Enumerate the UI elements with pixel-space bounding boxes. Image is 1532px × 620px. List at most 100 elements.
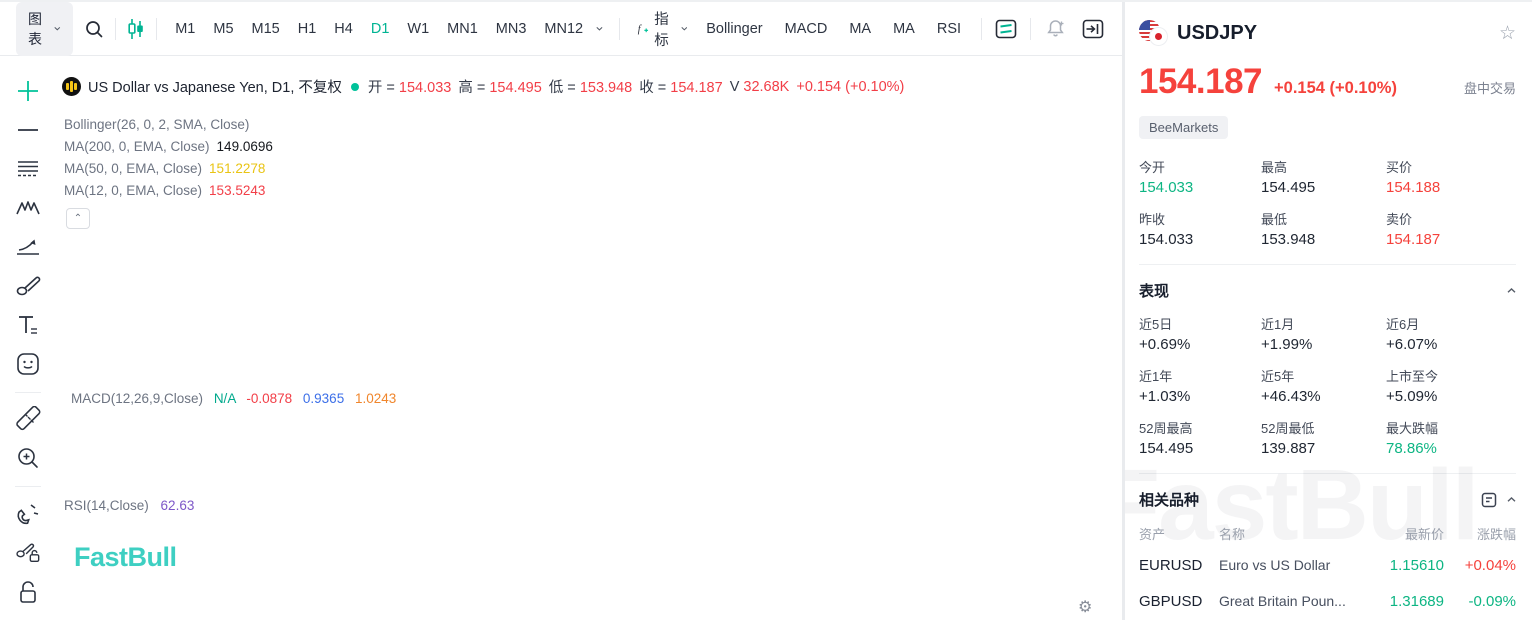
- indicators-menu[interactable]: f 指标: [629, 8, 696, 50]
- perf-inception: 上市至今 +5.09%: [1386, 369, 1439, 405]
- stat-open: 今开 154.033: [1139, 160, 1194, 196]
- tab-timeframe-mn1[interactable]: MN1: [447, 20, 478, 37]
- related-table-header: 资产 名称 最新价 涨跌幅: [1139, 527, 1516, 542]
- stat-prev-close: 昨收 154.033: [1139, 212, 1194, 248]
- fastbull-watermark-logo: FastBull: [74, 542, 177, 572]
- performance-title: 表现: [1139, 283, 1170, 300]
- chart-region: 图表 M1 M5 M15 H1 H4 D1 W1 MN1 MN3 MN12: [0, 1, 1122, 620]
- chart-type-menu[interactable]: 图表: [16, 1, 73, 56]
- axis-settings-gear-icon[interactable]: ⚙: [1078, 599, 1093, 616]
- related-row-eurusd[interactable]: EURUSD Euro vs US Dollar 1.15610 +0.04%: [1139, 556, 1516, 574]
- text-tool-icon[interactable]: [15, 312, 41, 338]
- high-label: 高 =: [458, 80, 486, 96]
- brush-lock-icon[interactable]: [15, 539, 41, 565]
- usdjpy-flag-icon: [1139, 20, 1169, 46]
- legend-macd[interactable]: MACD(12,26,9,Close) N/A -0.0878 0.9365 1…: [71, 391, 397, 406]
- legend-rsi[interactable]: RSI(14,Close) 62.63: [64, 498, 195, 513]
- stat-bid: 买价 154.188: [1386, 160, 1441, 196]
- tab-timeframe-m15[interactable]: M15: [251, 20, 280, 37]
- emoji-sticker-icon[interactable]: [15, 351, 41, 377]
- tab-timeframe-w1[interactable]: W1: [407, 20, 430, 37]
- favorite-star-icon[interactable]: ☆: [1498, 22, 1516, 44]
- lock-icon[interactable]: [15, 578, 41, 604]
- chart-header: US Dollar vs Japanese Yen, D1, 不复权 开 = 1…: [62, 76, 904, 97]
- rsi-value: 62.63: [160, 498, 195, 513]
- tab-timeframe-m1[interactable]: M1: [175, 20, 196, 37]
- brush-icon[interactable]: [15, 273, 41, 299]
- divider: [1139, 264, 1516, 265]
- quote-stats-grid: 今开 154.033 最高 154.495 买价 154.188 昨收 154.033 …: [1139, 157, 1516, 248]
- perf-52w-low: 52周最低 139.887: [1261, 421, 1316, 457]
- tab-timeframe-mn3[interactable]: MN3: [495, 20, 527, 37]
- divider: [1030, 17, 1032, 40]
- last-price: 154.187: [1139, 62, 1263, 101]
- perf-1y: 近1年 +1.03%: [1139, 369, 1191, 405]
- perf-6m: 近6月 +6.07%: [1386, 317, 1438, 353]
- related-instruments-table: 资产 名称 最新价 涨跌幅 EURUSD Euro vs US Dollar 1…: [1139, 516, 1516, 620]
- chevron-down-icon[interactable]: [596, 24, 603, 33]
- chevron-up-icon[interactable]: [1507, 495, 1516, 504]
- arrow-curve-icon[interactable]: [15, 234, 41, 260]
- ruler-icon[interactable]: [15, 406, 41, 432]
- legend-ma50[interactable]: MA(50, 0, EMA, Close) 151.2278: [64, 161, 266, 176]
- broker-badge[interactable]: BeeMarkets: [1139, 116, 1229, 139]
- chevron-up-icon[interactable]: [1507, 286, 1516, 295]
- indicator-ma-button[interactable]: MA: [849, 20, 872, 37]
- magnet-icon[interactable]: [15, 500, 41, 526]
- tab-timeframe-mn12[interactable]: MN12: [544, 20, 584, 37]
- quote-sidebar: FastBull USDJPY ☆ 154.187 +0.154 (+0.10%…: [1125, 2, 1532, 620]
- tab-timeframe-h4[interactable]: H4: [334, 20, 353, 37]
- legend-ma200[interactable]: MA(200, 0, EMA, Close) 149.0696: [64, 139, 273, 154]
- macd-na-value: N/A: [213, 391, 236, 406]
- low-label: 低 =: [548, 80, 576, 96]
- crosshair-plus-icon[interactable]: [15, 78, 41, 104]
- divider: [618, 17, 620, 40]
- legend-ma12[interactable]: MA(12, 0, EMA, Close) 153.5243: [64, 183, 266, 198]
- indicator-rsi-button[interactable]: RSI: [936, 20, 962, 37]
- tab-timeframe-d1[interactable]: D1: [370, 20, 390, 37]
- legend-bollinger[interactable]: Bollinger(26, 0, 2, SMA, Close): [64, 117, 250, 132]
- indicator-ma2-button[interactable]: MA: [893, 20, 915, 37]
- open-value: 154.033: [398, 80, 452, 96]
- stat-low: 最低 153.948: [1261, 212, 1316, 248]
- perf-5y: 近5年 +46.43%: [1261, 369, 1321, 405]
- tab-timeframe-h1[interactable]: H1: [297, 20, 317, 37]
- candlestick-style-icon[interactable]: [125, 14, 148, 44]
- price-row: 154.187 +0.154 (+0.10%) 盘中交易: [1139, 62, 1516, 102]
- chart-toolbar: 图表 M1 M5 M15 H1 H4 D1 W1 MN1 MN3 MN12: [0, 1, 1122, 56]
- indicators-label: 指标: [654, 11, 669, 49]
- trend-line-icon[interactable]: [15, 117, 41, 143]
- divider: [15, 392, 41, 393]
- wave-pattern-icon[interactable]: [15, 195, 41, 221]
- legend-collapse-button[interactable]: ⌃: [66, 208, 90, 229]
- zoom-in-icon[interactable]: [15, 445, 41, 471]
- list-panel-icon[interactable]: [1481, 492, 1497, 508]
- indicator-macd-button[interactable]: MACD: [784, 20, 828, 37]
- open-label: 开 =: [367, 80, 395, 96]
- macd-signal-value: 1.0243: [354, 391, 397, 406]
- search-icon[interactable]: [83, 14, 106, 44]
- perf-52w-high: 52周最高 154.495: [1139, 421, 1194, 457]
- alert-bell-icon[interactable]: [1040, 14, 1070, 44]
- symbol-coin-icon: [62, 77, 81, 96]
- close-value: 154.187: [670, 80, 723, 96]
- price-change: +0.154 (+0.10%): [1274, 79, 1397, 97]
- session-status: 盘中交易: [1463, 81, 1516, 96]
- divider: [981, 17, 983, 40]
- fib-lines-icon[interactable]: [15, 156, 41, 182]
- low-value: 153.948: [579, 80, 633, 96]
- divider: [156, 17, 158, 40]
- performance-section-header: 表现: [1139, 280, 1516, 301]
- related-row-gbpusd[interactable]: GBPUSD Great Britain Poun... 1.31689 -0.…: [1139, 592, 1516, 610]
- market-open-dot: [350, 82, 359, 91]
- related-title: 相关品种: [1139, 492, 1200, 509]
- indicator-bollinger-button[interactable]: Bollinger: [706, 20, 763, 37]
- layout-icon[interactable]: [991, 14, 1021, 44]
- macd-line-value: 0.9365: [302, 391, 345, 406]
- collapse-panel-icon[interactable]: [1078, 14, 1108, 44]
- panel-divider: [1122, 2, 1125, 620]
- tab-timeframe-m5[interactable]: M5: [213, 20, 234, 37]
- perf-max-drawdown: 最大跌幅 78.86%: [1386, 421, 1439, 457]
- stat-ask: 卖价 154.187: [1386, 212, 1441, 248]
